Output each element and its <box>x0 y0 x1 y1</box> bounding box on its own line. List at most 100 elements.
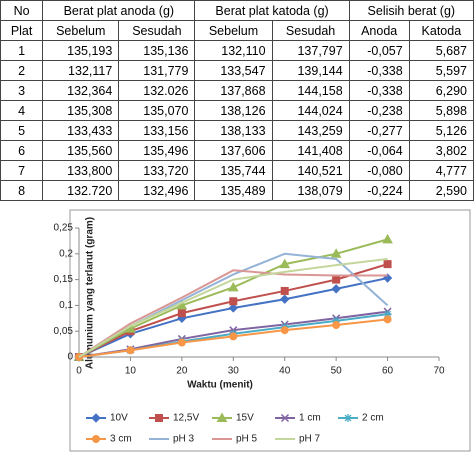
table-cell: 5,126 <box>408 120 474 141</box>
table-cell: 133,720 <box>118 160 196 181</box>
table-cell: 144,024 <box>271 100 350 121</box>
x-axis-label: Waktu (menit) <box>187 380 253 391</box>
x-tick-label: 50 <box>331 366 343 377</box>
table-cell: 135,070 <box>118 100 196 121</box>
table-cell: -0,277 <box>348 120 410 141</box>
legend-marker <box>155 414 163 422</box>
series-line <box>78 269 388 358</box>
header-cell: Berat plat katoda (g) <box>194 0 350 21</box>
table-cell: 132,496 <box>118 180 196 201</box>
legend-label: 2 cm <box>362 413 384 424</box>
marker <box>332 275 341 284</box>
table-row: 2 132,117 131,779 133,547 139,144 -0,338 5,597 <box>0 60 474 81</box>
table-cell: 6 <box>0 140 44 161</box>
x-tick-label: 40 <box>279 366 291 377</box>
table-cell: 138,126 <box>194 100 273 121</box>
table-row: 6 135,560 135,496 137,606 141,408 -0,064 3,802 <box>0 140 474 161</box>
table-cell: 5,898 <box>408 100 474 121</box>
table-row: 4 135,308 135,070 138,126 144,024 -0,238 5,898 <box>0 100 474 121</box>
y-tick-label: 0,1 <box>59 300 73 311</box>
x-tick-label: 20 <box>176 366 188 377</box>
legend-label: 12,5V <box>173 413 199 424</box>
table-cell: 2 <box>0 60 44 81</box>
y-tick-label: 0,25 <box>54 223 74 234</box>
table-cell: 132,364 <box>42 80 120 101</box>
table-row: 7 133,800 133,720 135,744 140,521 -0,080 4,777 <box>0 160 474 181</box>
marker <box>229 332 238 341</box>
table-cell: 135,560 <box>42 140 120 161</box>
header-cell: Sebelum <box>194 20 273 41</box>
y-tick-label: 0,2 <box>59 248 73 259</box>
y-axis-label: Alumunium yang terlarut (gram) <box>85 217 96 369</box>
header-cell: Plat <box>0 20 44 41</box>
x-tick-label: 70 <box>433 366 445 377</box>
table-cell: 135,496 <box>118 140 196 161</box>
legend-label: pH 3 <box>173 434 195 445</box>
table-cell: -0,064 <box>348 140 410 161</box>
table-cell: 135,744 <box>194 160 273 181</box>
series-line <box>78 257 388 358</box>
table-cell: 132,117 <box>42 60 120 81</box>
table-cell: 135,308 <box>42 100 120 121</box>
chart: Waktu (menit) Alumunium yang terlarut (g… <box>54 209 471 452</box>
data-table: No Berat plat anoda (g) Berat plat katod… <box>0 0 474 201</box>
table-cell: 135,193 <box>42 40 120 61</box>
table-row: 3 132,364 132.026 137,868 144,158 -0,338 6,290 <box>0 80 474 101</box>
table-cell: 4,777 <box>408 160 474 181</box>
table-cell: 2,590 <box>408 180 474 201</box>
table-cell: -0,224 <box>348 180 410 201</box>
table-row: 8 132.720 132,496 135,489 138,079 -0,224 2,590 <box>0 180 474 201</box>
header-cell: Sesudah <box>118 20 196 41</box>
x-tick-label: 30 <box>228 366 240 377</box>
legend-marker <box>280 413 290 423</box>
y-tick-label: 0 <box>67 352 73 363</box>
header-cell: Selisih berat (g) <box>348 0 474 21</box>
marker <box>227 281 239 292</box>
marker <box>229 297 238 306</box>
table-cell: 138,133 <box>194 120 273 141</box>
legend-marker <box>91 413 101 423</box>
legend-label: 15V <box>236 413 254 424</box>
table-cell: 5,687 <box>408 40 474 61</box>
header-cell: No <box>0 0 44 21</box>
marker <box>280 294 290 304</box>
table-cell: 5 <box>0 120 44 141</box>
marker <box>382 233 393 244</box>
marker <box>382 273 393 283</box>
legend-marker <box>344 414 352 422</box>
x-tick-label: 60 <box>382 366 394 377</box>
table-cell: -0,338 <box>348 80 410 101</box>
table-cell: 133,433 <box>42 120 120 141</box>
table-cell: 141,408 <box>271 140 350 161</box>
table-cell: 138,079 <box>271 180 350 201</box>
table-cell: 4 <box>0 100 44 121</box>
marker <box>126 346 135 355</box>
y-tick-label: 0,05 <box>54 326 74 337</box>
chart-frame <box>69 209 471 452</box>
marker <box>228 303 238 313</box>
table-cell: 140,521 <box>271 160 350 181</box>
table-cell: -0,057 <box>348 40 410 61</box>
marker <box>279 258 291 269</box>
table-cell: 132,110 <box>194 40 273 61</box>
table-cell: 8 <box>0 180 44 201</box>
header-cell: Berat plat anoda (g) <box>42 0 196 21</box>
marker <box>383 315 392 324</box>
table-cell: 1 <box>0 40 44 61</box>
marker <box>280 286 289 295</box>
header-cell: Anoda <box>348 20 410 41</box>
legend-marker <box>216 412 228 422</box>
table-cell: 3,802 <box>408 140 474 161</box>
table-cell: 137,797 <box>271 40 350 61</box>
table-cell: 137,868 <box>194 80 273 101</box>
table-cell: 139,144 <box>271 60 350 81</box>
table-cell: 137,606 <box>194 140 273 161</box>
table-cell: 135,136 <box>118 40 196 61</box>
table-cell: 131,779 <box>118 60 196 81</box>
table-cell: 7 <box>0 160 44 181</box>
table-cell: 133,800 <box>42 160 120 181</box>
legend-label: 1 cm <box>299 413 321 424</box>
table-cell: 143,259 <box>271 120 350 141</box>
table-cell: 132.720 <box>42 180 120 201</box>
